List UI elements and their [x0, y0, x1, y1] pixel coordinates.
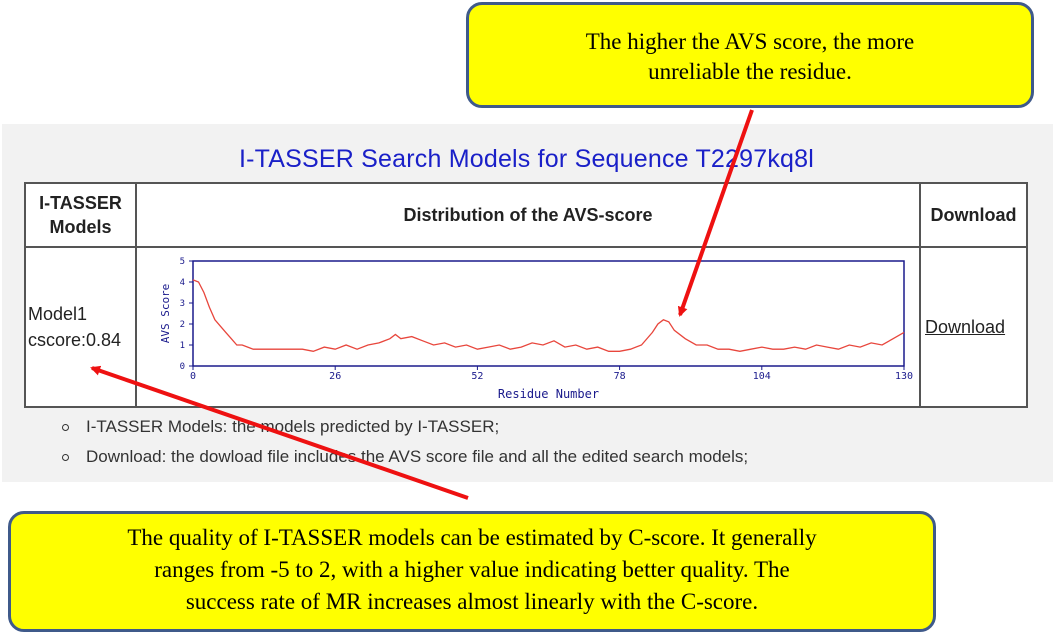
note-text: I-TASSER Models: the models predicted by… — [86, 417, 500, 436]
bullet-icon — [62, 454, 69, 461]
list-item: Download: the dowload file includes the … — [60, 442, 748, 472]
arrow-to-peak — [677, 109, 754, 317]
header-distribution: Distribution of the AVS-score — [135, 182, 921, 248]
list-item: I-TASSER Models: the models predicted by… — [60, 412, 748, 442]
callout-line: success rate of MR increases almost line… — [185, 589, 759, 614]
y-tick-label: 0 — [180, 362, 185, 372]
table-row: Model1 cscore:0.84 0 1 2 3 4 5 0 26 52 78 104 130 Re… — [24, 246, 1028, 408]
bullet-icon — [62, 424, 69, 431]
y-tick-label: 2 — [180, 320, 185, 330]
x-tick-label: 78 — [614, 371, 626, 382]
callout-line: The quality of I-TASSER models can be es… — [127, 525, 817, 550]
download-cell: Download — [919, 246, 1028, 408]
avs-score-line — [192, 279, 905, 352]
avs-chart-cell: 0 1 2 3 4 5 0 26 52 78 104 130 Residue Number AVS Sco… — [135, 246, 921, 408]
callout-cscore: The quality of I-TASSER models can be es… — [8, 511, 936, 632]
cscore-value: cscore:0.84 — [28, 330, 122, 350]
x-tick-label: 52 — [471, 371, 483, 382]
callout-line: The higher the AVS score, the more — [585, 29, 915, 54]
x-axis-label: Residue Number — [498, 387, 599, 401]
x-tick-label: 130 — [895, 371, 913, 382]
x-tick-label: 26 — [329, 371, 341, 382]
arrow-to-cscore — [90, 365, 469, 500]
avs-chart: 0 1 2 3 4 5 0 26 52 78 104 130 Residue Number AVS Sco… — [159, 257, 913, 401]
models-table: I-TASSER Models Distribution of the AVS-… — [24, 182, 1028, 408]
x-tick-label: 104 — [753, 371, 771, 382]
header-download: Download — [919, 182, 1028, 248]
callout-line: unreliable the residue. — [648, 59, 852, 84]
callout-avs: The higher the AVS score, the more unrel… — [466, 2, 1034, 108]
y-tick-label: 4 — [180, 278, 185, 288]
header-models: I-TASSER Models — [24, 182, 137, 248]
y-tick-label: 3 — [180, 299, 185, 309]
x-tick-label: 0 — [190, 371, 196, 382]
y-axis-label: AVS Score — [159, 284, 172, 344]
note-text: Download: the dowload file includes the … — [86, 447, 749, 466]
page-title: I-TASSER Search Models for Sequence T229… — [238, 145, 815, 173]
notes-list: I-TASSER Models: the models predicted by… — [60, 412, 748, 472]
model-cell: Model1 cscore:0.84 — [24, 246, 137, 408]
callout-line: ranges from -5 to 2, with a higher value… — [154, 557, 790, 582]
download-link[interactable]: Download — [925, 316, 1006, 337]
y-tick-label: 5 — [180, 257, 185, 267]
model-name: Model1 — [28, 304, 88, 324]
y-tick-label: 1 — [180, 341, 185, 351]
table-header-row: I-TASSER Models Distribution of the AVS-… — [24, 182, 1028, 248]
